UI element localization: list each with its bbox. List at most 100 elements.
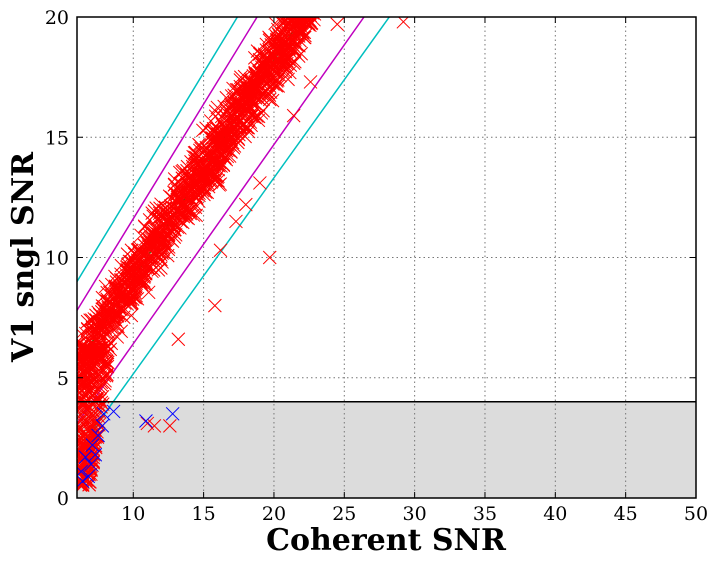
red-point: [215, 148, 230, 163]
red-point: [300, 17, 314, 23]
y-axis-label: V1 sngl SNR: [6, 151, 41, 363]
red-point: [280, 26, 295, 41]
red-point: [301, 0, 314, 4]
x-tick-label: 50: [684, 503, 708, 525]
red-point: [282, 44, 297, 58]
red-point: [188, 145, 203, 160]
red-point: [198, 169, 213, 184]
red-point: [82, 392, 97, 407]
red-point: [303, 0, 316, 1]
red-point: [299, 1, 312, 14]
x-axis-label: Coherent SNR: [266, 523, 507, 558]
red-outlier-point: [253, 176, 267, 190]
red-point: [272, 39, 287, 54]
red-point: [305, 0, 318, 1]
red-point: [241, 82, 256, 97]
red-point: [164, 210, 179, 225]
red-point: [280, 56, 294, 71]
x-tick-label: 10: [121, 503, 145, 525]
red-point: [199, 140, 214, 155]
red-point: [293, 0, 306, 11]
red-point: [299, 0, 312, 6]
red-point: [248, 68, 263, 82]
red-point: [92, 405, 107, 419]
red-point: [231, 94, 246, 109]
red-point: [291, 17, 306, 26]
red-point: [233, 108, 248, 123]
low-snr-shaded-region: [77, 401, 696, 498]
red-point: [227, 115, 242, 130]
cyan-reference-line: [77, 17, 239, 282]
red-outlier-point: [140, 416, 155, 431]
red-point: [77, 433, 85, 448]
red-point: [282, 17, 297, 19]
red-point: [92, 326, 107, 341]
red-outlier-point: [147, 418, 162, 433]
red-point: [167, 172, 182, 186]
red-point: [291, 17, 305, 22]
red-point: [88, 384, 103, 399]
red-point: [141, 285, 156, 300]
red-point: [167, 223, 182, 237]
red-point: [306, 3, 319, 16]
red-point: [148, 220, 163, 235]
red-point: [307, 0, 320, 8]
red-point: [277, 3, 290, 16]
red-point: [107, 321, 122, 335]
red-point: [114, 292, 129, 307]
y-tick-label: 20: [45, 7, 69, 29]
red-point: [181, 172, 196, 186]
red-point: [208, 104, 223, 119]
red-point: [180, 159, 195, 174]
red-point: [100, 304, 115, 319]
red-outlier-point: [229, 214, 243, 229]
red-point: [301, 2, 314, 15]
red-point: [291, 0, 304, 11]
red-point: [301, 2, 314, 15]
red-point: [288, 3, 301, 16]
red-point: [297, 25, 312, 40]
red-point: [77, 347, 85, 362]
red-point: [143, 260, 158, 275]
red-point: [180, 177, 195, 192]
red-point: [98, 279, 113, 294]
red-point: [122, 260, 136, 275]
red-point: [239, 107, 254, 121]
blue-point: [78, 450, 93, 464]
red-point: [167, 201, 182, 215]
red-point: [193, 171, 208, 186]
red-point: [91, 344, 105, 359]
red-point: [210, 100, 225, 115]
red-point: [93, 393, 108, 407]
red-point: [297, 0, 310, 7]
red-point: [298, 0, 311, 13]
red-point: [89, 357, 104, 371]
red-point: [264, 37, 279, 52]
red-point: [208, 109, 223, 124]
red-outlier-point: [330, 17, 345, 32]
red-point: [110, 308, 125, 323]
red-point: [299, 2, 312, 15]
red-point: [310, 2, 323, 15]
red-point: [304, 0, 317, 7]
red-point: [78, 400, 93, 414]
x-tick-label: 15: [192, 503, 216, 525]
red-outlier-point: [286, 108, 301, 123]
red-point: [297, 3, 310, 16]
red-point: [284, 17, 299, 30]
red-point: [78, 396, 92, 410]
y-tick-label: 5: [57, 368, 69, 390]
red-point: [307, 0, 320, 6]
red-point: [85, 320, 100, 335]
red-point: [143, 231, 158, 245]
red-outlier-point: [262, 250, 277, 265]
red-point: [300, 0, 313, 8]
blue-point: [91, 428, 105, 443]
red-point: [100, 285, 115, 300]
blue-point: [165, 406, 180, 421]
red-point: [266, 51, 281, 65]
red-point: [269, 74, 284, 88]
red-point: [303, 3, 316, 16]
red-point: [293, 3, 306, 16]
red-point: [200, 165, 214, 180]
